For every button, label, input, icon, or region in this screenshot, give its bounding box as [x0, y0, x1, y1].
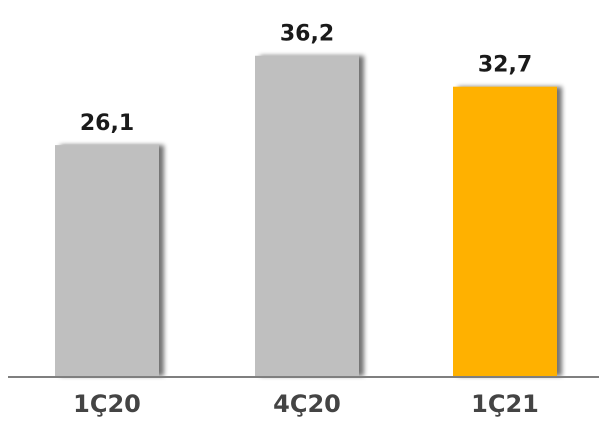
- x-tick-label-3: 1Ç21: [471, 390, 539, 418]
- x-tick-label-1: 1Ç20: [73, 390, 141, 418]
- bar-3: [453, 86, 557, 377]
- value-labels-layer: 26,1 36,2 32,7: [80, 22, 532, 136]
- bar-value-label-2: 36,2: [280, 22, 334, 47]
- bar-value-label-3: 32,7: [478, 53, 532, 78]
- bars-layer: [55, 55, 557, 377]
- x-tick-labels-layer: 1Ç20 4Ç20 1Ç21: [73, 390, 539, 418]
- bar-1: [55, 145, 159, 376]
- x-tick-label-2: 4Ç20: [273, 390, 341, 418]
- bar-value-label-1: 26,1: [80, 111, 134, 136]
- bar-2: [255, 55, 359, 376]
